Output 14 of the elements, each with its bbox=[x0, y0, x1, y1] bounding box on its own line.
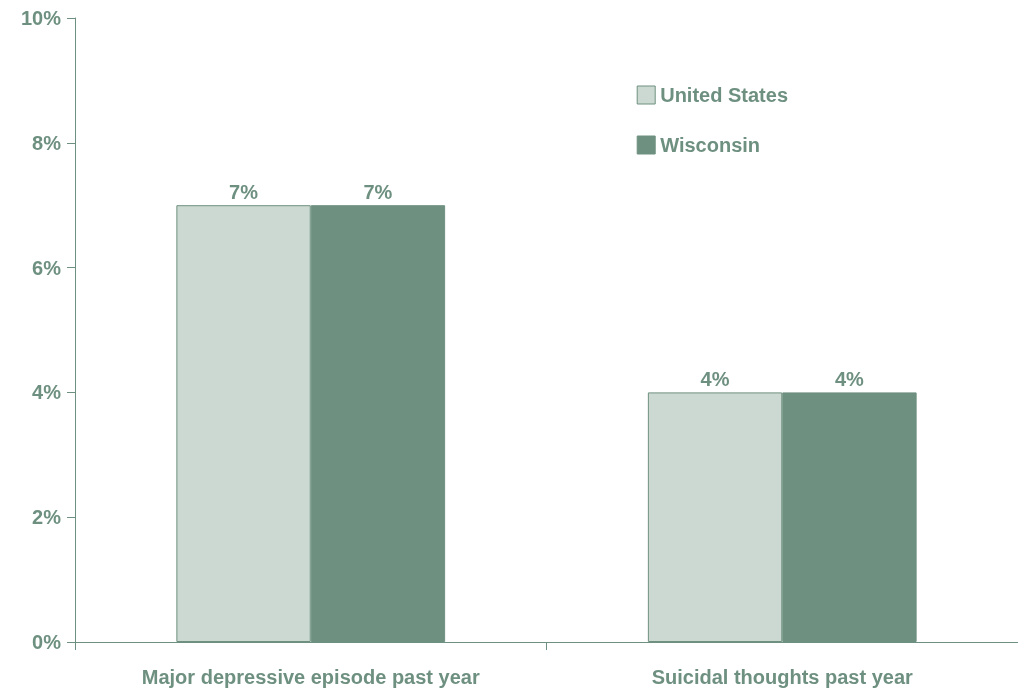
legend-label: United States bbox=[660, 84, 789, 106]
y-tick-label: 0% bbox=[32, 631, 62, 653]
y-tick-label: 4% bbox=[32, 381, 62, 404]
legend-label: Wisconsin bbox=[660, 134, 761, 156]
x-tick-label: Major depressive episode past year bbox=[141, 666, 480, 688]
y-tick-label: 8% bbox=[32, 131, 62, 154]
y-tick-label: 2% bbox=[32, 506, 62, 529]
y-tick-label: 6% bbox=[32, 256, 62, 279]
data-label: 4% bbox=[834, 368, 865, 391]
data-label: 4% bbox=[700, 368, 730, 391]
x-tick-label: Suicidal thoughts past year bbox=[651, 666, 914, 688]
data-label: 7% bbox=[363, 181, 393, 204]
y-tick-label: 10% bbox=[20, 7, 62, 29]
data-label: 7% bbox=[229, 181, 259, 204]
